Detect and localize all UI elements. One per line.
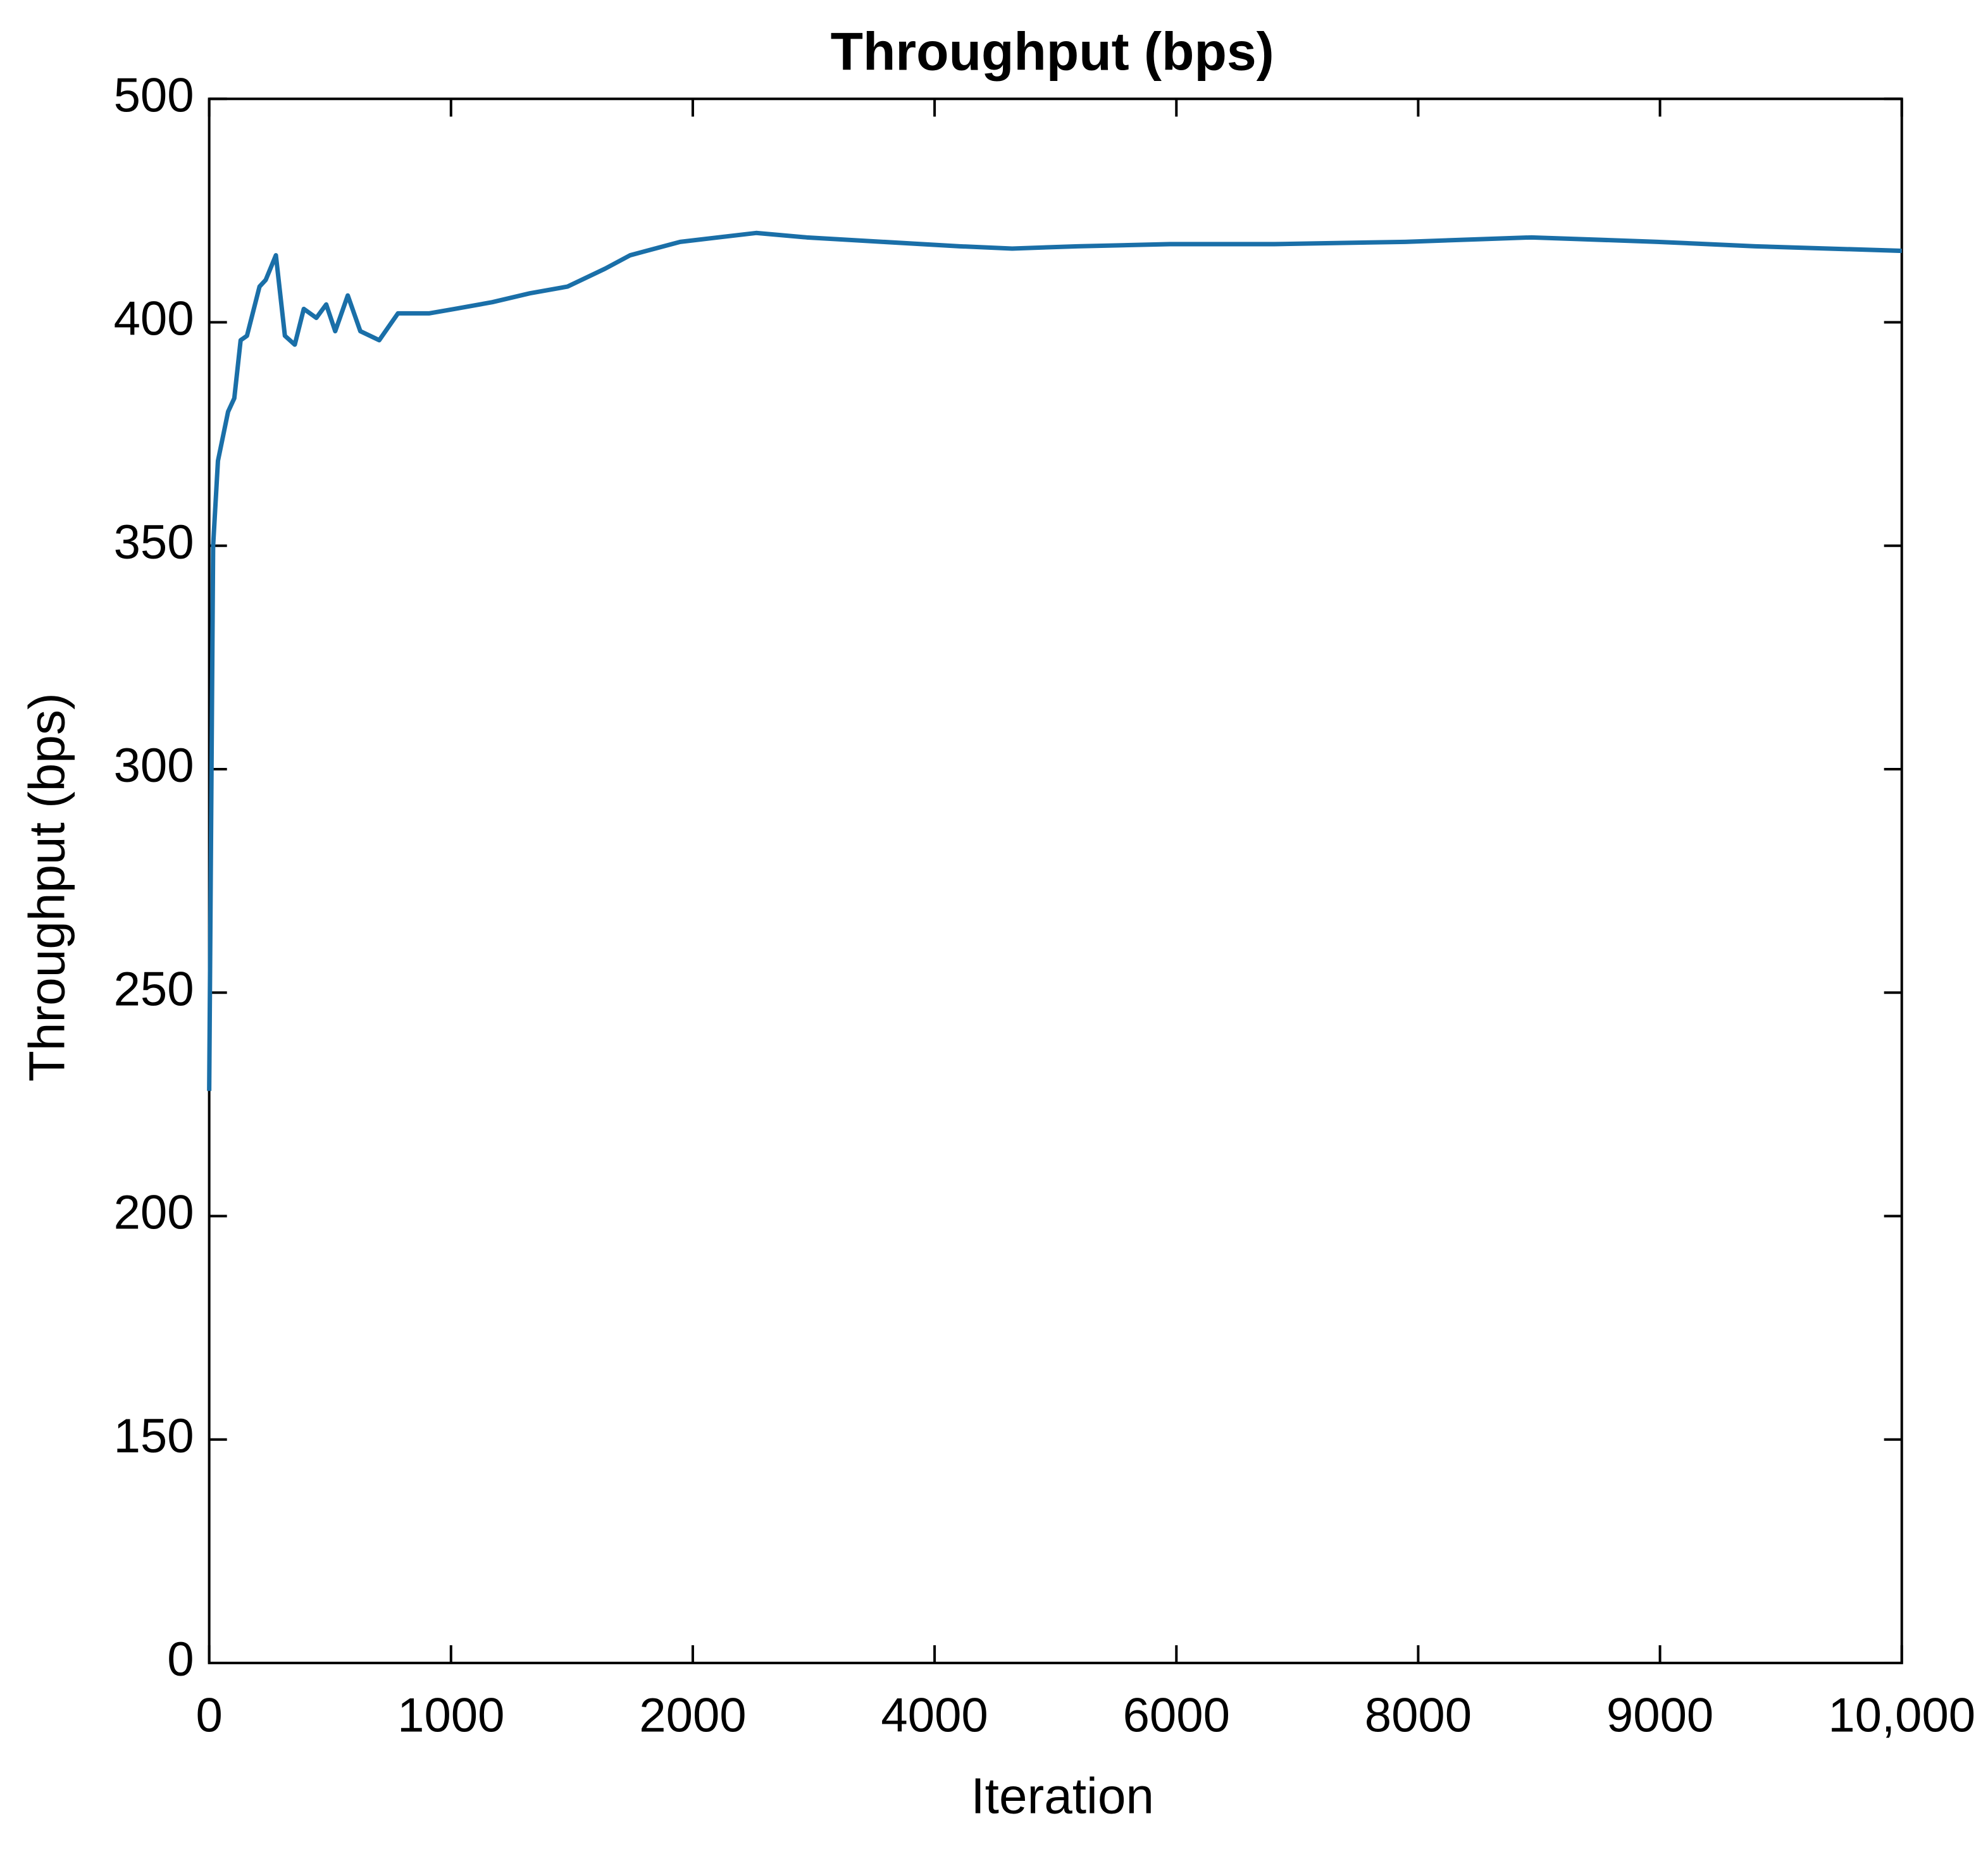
data-line (207, 230, 1902, 1091)
y-tick-label: 150 (114, 1409, 194, 1463)
y-tick-label: 0 (167, 1633, 194, 1686)
y-tick-label: 200 (114, 1186, 194, 1240)
y-tick-label: 250 (114, 962, 194, 1016)
x-tick-label: 8000 (1365, 1688, 1472, 1742)
x-tick-label: 0 (196, 1688, 222, 1742)
x-tick-label: 4000 (881, 1688, 988, 1742)
y-tick-label: 500 (114, 68, 194, 122)
x-tick-label: 10,000 (1828, 1688, 1975, 1742)
x-axis-label: Iteration (971, 1767, 1154, 1824)
y-axis-label: Throughput (bps) (18, 693, 75, 1082)
y-tick-label: 400 (114, 292, 194, 346)
plot-frame (208, 97, 1903, 1665)
x-tick-label: 6000 (1123, 1688, 1230, 1742)
y-tick-label: 300 (114, 739, 194, 793)
x-tick-label: 9000 (1606, 1688, 1713, 1742)
y-tick-label: 350 (114, 516, 194, 569)
x-tick-label: 2000 (639, 1688, 746, 1742)
x-tick-label: 1000 (397, 1688, 504, 1742)
chart-title: Throughput (bps) (831, 22, 1274, 81)
